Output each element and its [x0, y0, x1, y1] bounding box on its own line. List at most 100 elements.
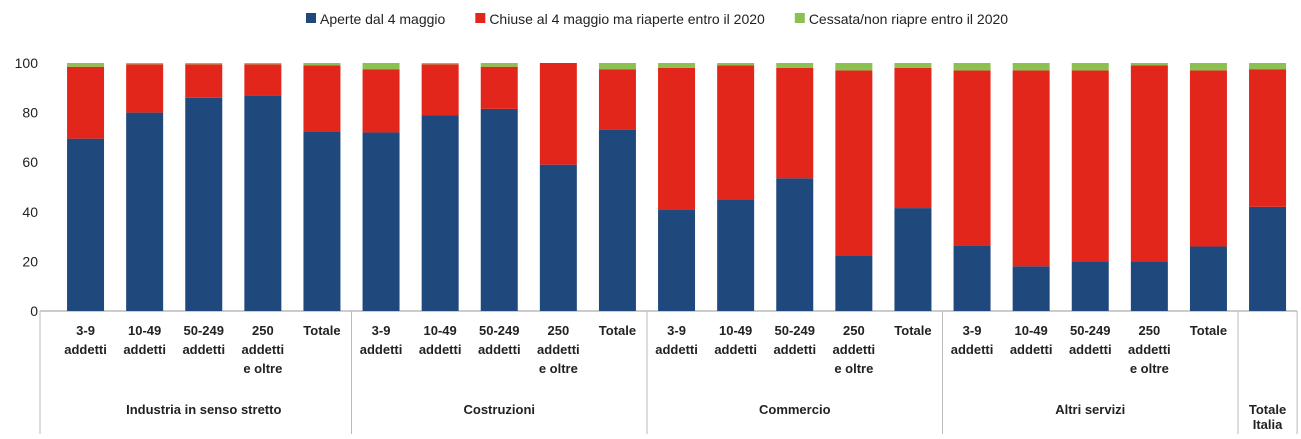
- bar-segment: [598, 69, 636, 130]
- x-tick-label: 50-249: [184, 323, 224, 338]
- bar-segment: [894, 208, 932, 311]
- legend-label: Aperte dal 4 maggio: [320, 11, 446, 27]
- x-tick-label: 50-249: [479, 323, 519, 338]
- bar-segment: [1189, 70, 1227, 247]
- x-tick-label: 250: [252, 323, 274, 338]
- bar-segment: [185, 97, 223, 311]
- x-tick-label: addetti: [182, 342, 225, 357]
- x-tick-label: 10-49: [424, 323, 457, 338]
- x-tick-label: addetti: [537, 342, 580, 357]
- x-tick-label: e oltre: [834, 361, 873, 376]
- bar-segment: [776, 67, 814, 179]
- x-tick-label: addetti: [951, 342, 994, 357]
- y-tick-label: 0: [30, 303, 38, 319]
- x-tick-label: addetti: [242, 342, 285, 357]
- bar-segment: [362, 69, 400, 133]
- x-tick-label: addetti: [714, 342, 757, 357]
- x-tick-label: 10-49: [128, 323, 161, 338]
- bar-segment: [717, 65, 755, 200]
- x-tick-label: 3-9: [667, 323, 686, 338]
- x-tick-label: 3-9: [963, 323, 982, 338]
- bar-segment: [185, 64, 223, 98]
- x-tick-label: addetti: [1128, 342, 1171, 357]
- group-label: Costruzioni: [464, 402, 536, 417]
- y-tick-label: 40: [22, 204, 38, 220]
- x-tick-label: 250: [1138, 323, 1160, 338]
- bar-segment: [1071, 70, 1109, 262]
- bar-segment: [126, 64, 164, 113]
- x-tick-label: Totale: [303, 323, 340, 338]
- bar-segment: [1012, 70, 1050, 267]
- x-tick-label: 10-49: [719, 323, 752, 338]
- bar-segment: [1189, 63, 1227, 71]
- bar-segment: [953, 70, 991, 246]
- bar-segment: [185, 63, 223, 65]
- x-tick-label: addetti: [360, 342, 403, 357]
- bar-segment: [539, 63, 577, 165]
- bar-segment: [67, 138, 105, 311]
- x-tick-label: 10-49: [1015, 323, 1048, 338]
- y-tick-label: 60: [22, 154, 38, 170]
- x-tick-label: addetti: [655, 342, 698, 357]
- x-tick-label: e oltre: [1130, 361, 1169, 376]
- legend-swatch: [475, 13, 486, 23]
- bar-segment: [1249, 69, 1287, 207]
- bar-segment: [835, 255, 873, 311]
- x-tick-label: addetti: [833, 342, 876, 357]
- legend-label: Chiuse al 4 maggio ma riaperte entro il …: [489, 11, 765, 27]
- y-tick-label: 20: [22, 253, 38, 269]
- bar-segment: [362, 63, 400, 70]
- legend-swatch: [794, 13, 805, 23]
- bar-segment: [362, 132, 400, 311]
- bar-segment: [598, 63, 636, 70]
- bar-segment: [776, 178, 814, 311]
- bar-segment: [539, 164, 577, 311]
- bar-segment: [67, 66, 105, 139]
- bar-segment: [1130, 261, 1168, 311]
- bar-segment: [1130, 65, 1168, 262]
- bar-segment: [480, 108, 518, 311]
- bar-segment: [894, 67, 932, 209]
- bar-segment: [658, 63, 696, 68]
- bar-segment: [1071, 261, 1109, 311]
- bar-segment: [953, 245, 991, 311]
- bar-segment: [776, 63, 814, 68]
- bar-segment: [421, 115, 459, 311]
- x-tick-label: e oltre: [539, 361, 578, 376]
- x-tick-label: 3-9: [76, 323, 95, 338]
- bar-segment: [717, 199, 755, 311]
- x-tick-label: 250: [547, 323, 569, 338]
- bar-segment: [953, 63, 991, 71]
- x-tick-label: e oltre: [243, 361, 282, 376]
- bar-segment: [480, 66, 518, 109]
- bar-segment: [303, 63, 341, 66]
- x-tick-label: Totale: [1190, 323, 1227, 338]
- bar-segment: [303, 131, 341, 311]
- group-label: Industria in senso stretto: [126, 402, 281, 417]
- legend-swatch: [306, 13, 316, 23]
- y-tick-label: 100: [15, 55, 39, 71]
- x-tick-label: addetti: [1069, 342, 1112, 357]
- x-tick-label: 250: [843, 323, 865, 338]
- group-label: Commercio: [759, 402, 831, 417]
- bar-segment: [244, 63, 282, 65]
- bar-segment: [1012, 266, 1050, 311]
- bar-segment: [421, 63, 459, 65]
- x-tick-label: addetti: [64, 342, 107, 357]
- bar-segment: [67, 63, 105, 67]
- bar-segment: [598, 129, 636, 311]
- bar-segment: [835, 70, 873, 256]
- x-tick-label: 50-249: [775, 323, 815, 338]
- bar-segment: [244, 95, 282, 312]
- bar-segment: [717, 63, 755, 66]
- bar-segment: [894, 63, 932, 68]
- bar-segment: [421, 64, 459, 116]
- x-tick-label: addetti: [773, 342, 816, 357]
- bar-segment: [658, 209, 696, 311]
- x-tick-label: addetti: [419, 342, 462, 357]
- group-label: Italia: [1253, 417, 1283, 432]
- bar-segment: [658, 67, 696, 210]
- group-label: Totale: [1249, 402, 1286, 417]
- bar-segment: [1130, 63, 1168, 66]
- bar-segment: [126, 112, 164, 311]
